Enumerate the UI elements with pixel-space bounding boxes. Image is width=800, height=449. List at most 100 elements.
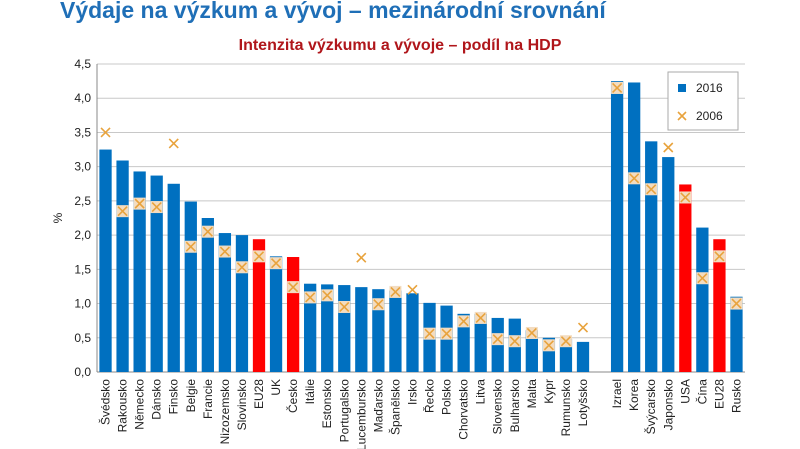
x-tick-label: Kypr — [542, 379, 556, 404]
marker-2006 — [150, 201, 163, 214]
marker-x — [663, 142, 674, 153]
x-tick-label: Chorvatsko — [457, 379, 471, 440]
chart-title: Výdaje na výzkum a vývoj – mezinárodní s… — [60, 0, 607, 23]
marker-x — [305, 292, 316, 303]
chart-subtitle: Intenzita výzkumu a vývoje – podíl na HD… — [239, 37, 562, 54]
marker-2006 — [663, 142, 674, 153]
bar — [252, 239, 266, 372]
marker-x — [270, 258, 282, 269]
x-tick-label: Čína — [694, 379, 709, 405]
y-tick-label: 4,0 — [74, 91, 91, 105]
marker-2006 — [372, 298, 385, 311]
bar — [99, 149, 112, 372]
marker-2006 — [559, 335, 572, 348]
marker-x — [134, 198, 145, 209]
x-tick-label: Korea — [627, 379, 641, 411]
marker-x — [731, 298, 742, 309]
x-tick-label: UK — [269, 379, 283, 396]
bar — [576, 341, 590, 372]
marker-2006 — [423, 327, 436, 340]
x-tick-label: Švédsko — [98, 379, 113, 425]
x-tick-label: Finsko — [167, 379, 181, 415]
x-tick-label: Švýcarsko — [643, 379, 658, 435]
marker-2006 — [100, 127, 111, 138]
bar — [167, 183, 180, 372]
marker-2006 — [270, 257, 283, 270]
bar — [713, 239, 726, 372]
marker-x — [543, 340, 554, 351]
x-tick-label: Maďarsko — [371, 379, 385, 433]
bar — [730, 296, 743, 372]
bar — [338, 285, 351, 372]
x-tick-label: Izrael — [610, 379, 624, 408]
marker-x — [322, 290, 333, 301]
bar — [610, 81, 624, 372]
marker-2006 — [116, 205, 129, 218]
x-tick-label: Lucembursko — [354, 379, 368, 449]
x-tick-label: Malta — [525, 379, 539, 409]
marker-x — [560, 336, 572, 347]
marker-2006 — [218, 245, 231, 258]
y-tick-label: 3,5 — [74, 125, 91, 139]
x-tick-label: Česko — [285, 379, 300, 413]
x-tick-label: Litva — [474, 379, 488, 405]
marker-2006 — [628, 172, 641, 185]
marker-x — [373, 299, 384, 310]
marker-x — [714, 251, 725, 262]
legend-swatch — [677, 111, 687, 121]
marker-x — [390, 286, 401, 297]
marker-2006 — [611, 81, 624, 94]
marker-2006 — [356, 252, 367, 263]
marker-x — [100, 127, 111, 138]
x-tick-label: Dánsko — [150, 379, 164, 420]
marker-x — [509, 336, 520, 347]
marker-2006 — [508, 335, 521, 348]
marker-2006 — [542, 339, 555, 352]
marker-x — [526, 327, 537, 339]
y-tick-label: 3,0 — [74, 160, 91, 174]
marker-2006 — [304, 291, 317, 304]
marker-x — [441, 328, 452, 339]
x-tick-label: Slovensko — [491, 379, 505, 435]
x-tick-label: Nizozemsko — [218, 379, 232, 445]
bar — [269, 256, 283, 372]
marker-x — [151, 201, 162, 213]
marker-2006 — [168, 138, 179, 149]
bar — [679, 184, 692, 372]
marker-2006 — [696, 272, 709, 285]
marker-2006 — [525, 326, 538, 339]
x-tick-label: Estonsko — [320, 379, 334, 429]
y-tick-label: 1,5 — [74, 262, 91, 276]
marker-2006 — [338, 300, 351, 313]
y-tick-label: 2,0 — [74, 228, 91, 242]
marker-2006 — [253, 250, 265, 263]
bar — [645, 141, 658, 372]
marker-x — [475, 312, 486, 323]
x-tick-label: Belgie — [184, 379, 198, 413]
bar — [304, 283, 317, 372]
x-tick-label: Itálie — [303, 379, 317, 405]
marker-x — [458, 316, 469, 327]
x-tick-label: Portugalsko — [337, 379, 351, 443]
marker-x — [288, 282, 299, 293]
bar — [662, 157, 675, 372]
x-tick-label: Německo — [133, 379, 147, 430]
marker-2006 — [457, 315, 470, 328]
x-tick-label: Rusko — [729, 379, 743, 413]
marker-x — [168, 138, 179, 149]
x-tick-label: USA — [678, 379, 692, 404]
y-tick-label: 4,5 — [74, 57, 91, 71]
bar — [133, 171, 146, 372]
legend-label: 2006 — [696, 109, 723, 123]
bar — [389, 290, 402, 372]
bar — [150, 175, 163, 372]
marker-x — [612, 82, 623, 94]
y-axis-label: % — [51, 212, 65, 223]
bar — [116, 160, 129, 372]
marker-2006 — [679, 191, 692, 204]
marker-x — [680, 192, 691, 203]
marker-x — [236, 262, 248, 273]
marker-2006 — [440, 327, 453, 340]
bar — [321, 284, 334, 372]
